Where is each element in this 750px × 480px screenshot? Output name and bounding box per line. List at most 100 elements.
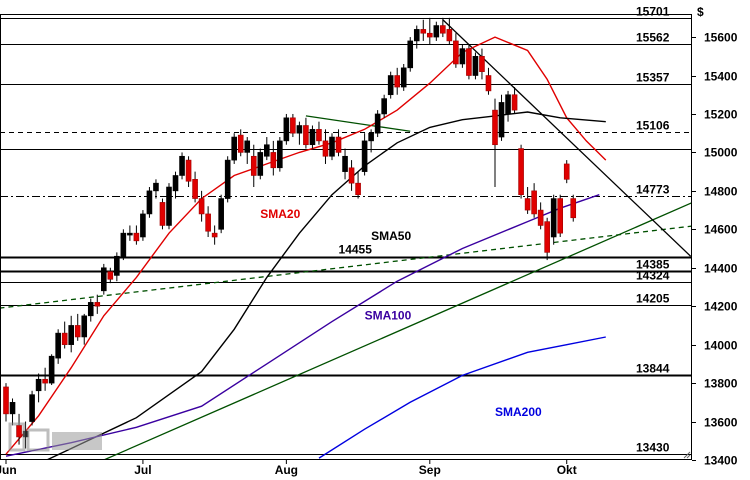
y-tick-label: 15000 <box>704 146 738 160</box>
candle-body <box>550 198 557 238</box>
logo-box-1 <box>8 422 26 452</box>
candle-body <box>505 94 511 115</box>
candle-body <box>387 75 394 96</box>
x-tick-label: Jun <box>0 463 17 477</box>
candle-body <box>355 182 361 196</box>
series-label-sma20: SMA20 <box>260 207 300 221</box>
candle-body <box>42 378 48 384</box>
candle <box>133 225 140 245</box>
candle <box>224 156 231 203</box>
y-tick-label: 14200 <box>704 300 738 314</box>
level-labels: 15701 15562 15357 15106 14773 14455 1438514324… <box>339 5 670 455</box>
candle <box>211 225 218 245</box>
candle-body <box>426 32 433 38</box>
candle <box>505 90 511 122</box>
candle <box>127 225 133 241</box>
candle-body <box>35 378 42 392</box>
candle-body <box>277 140 283 169</box>
candle <box>446 17 453 45</box>
candle <box>570 194 577 222</box>
candle <box>355 171 361 199</box>
series-label-sma200: SMA200 <box>495 405 542 419</box>
candle-body <box>133 232 140 242</box>
candle <box>479 48 485 80</box>
candle-body <box>453 40 459 65</box>
candle-body <box>498 102 505 138</box>
candle-body <box>172 175 179 192</box>
candle-body <box>374 113 381 134</box>
candle <box>29 390 35 426</box>
candle <box>361 133 368 176</box>
candle-body <box>531 190 537 215</box>
y-tick-label: 15400 <box>704 70 738 84</box>
candle <box>348 160 355 191</box>
candle-body <box>296 125 303 134</box>
candle <box>120 229 127 261</box>
candle-body <box>192 179 198 199</box>
candle <box>426 17 433 45</box>
candle <box>48 354 55 386</box>
candle <box>257 148 264 180</box>
series-labels: SMA20 SMA50 SMA100 SMA200 <box>260 207 542 419</box>
candle-body <box>81 315 88 338</box>
y-tick-label: 14800 <box>704 185 738 199</box>
candle-body <box>140 213 146 238</box>
level-label-9: 14205 <box>636 292 670 306</box>
candle-body <box>557 198 564 234</box>
candle-body <box>322 140 329 157</box>
candle <box>101 263 107 295</box>
candle <box>453 33 459 68</box>
candle-body <box>107 271 114 280</box>
candle <box>244 137 251 164</box>
candle <box>433 21 440 41</box>
candle-body <box>342 155 348 172</box>
candle <box>9 398 16 426</box>
candle <box>231 133 237 164</box>
candle-body <box>114 255 120 276</box>
candle <box>466 44 472 80</box>
candle <box>550 194 557 245</box>
candle <box>35 373 42 403</box>
candle-body <box>94 302 101 307</box>
candle <box>387 71 394 99</box>
candle-body <box>511 94 518 111</box>
candle-body <box>257 152 264 176</box>
candle-body <box>479 55 485 72</box>
candle <box>563 160 570 184</box>
candle-body <box>381 98 387 115</box>
y-tick-label: 13800 <box>704 377 738 391</box>
candle <box>61 321 68 349</box>
level-label-6: 14455 <box>339 243 373 257</box>
candle <box>263 137 270 161</box>
candle-body <box>198 198 205 215</box>
candle <box>290 113 296 138</box>
candle-body <box>250 155 257 176</box>
candle-body <box>74 325 81 338</box>
resize-grip-icon[interactable] <box>683 451 691 459</box>
candle-body <box>518 148 524 196</box>
candle <box>544 217 550 261</box>
candle <box>485 67 492 95</box>
candle-body <box>459 48 466 65</box>
currency-symbol: $ <box>697 5 704 19</box>
candle-body <box>48 355 55 384</box>
candle-body <box>290 117 296 134</box>
candle-body <box>440 25 446 34</box>
candle <box>296 121 303 145</box>
candle-body <box>544 221 550 253</box>
candle-body <box>563 163 570 180</box>
candle-body <box>244 140 251 153</box>
candle <box>557 194 564 237</box>
y-tick-label: 13400 <box>704 454 738 468</box>
candle <box>166 183 172 230</box>
candle <box>511 87 518 114</box>
candle-body <box>407 40 414 69</box>
x-tick-label: Aug <box>275 463 298 477</box>
candle <box>303 117 309 149</box>
candle-body <box>166 186 172 226</box>
candle-body <box>348 167 355 184</box>
level-label-0: 15701 <box>636 5 670 19</box>
x-tick-label: Sep <box>419 463 441 477</box>
candle <box>368 129 374 153</box>
candle-body <box>485 75 492 92</box>
